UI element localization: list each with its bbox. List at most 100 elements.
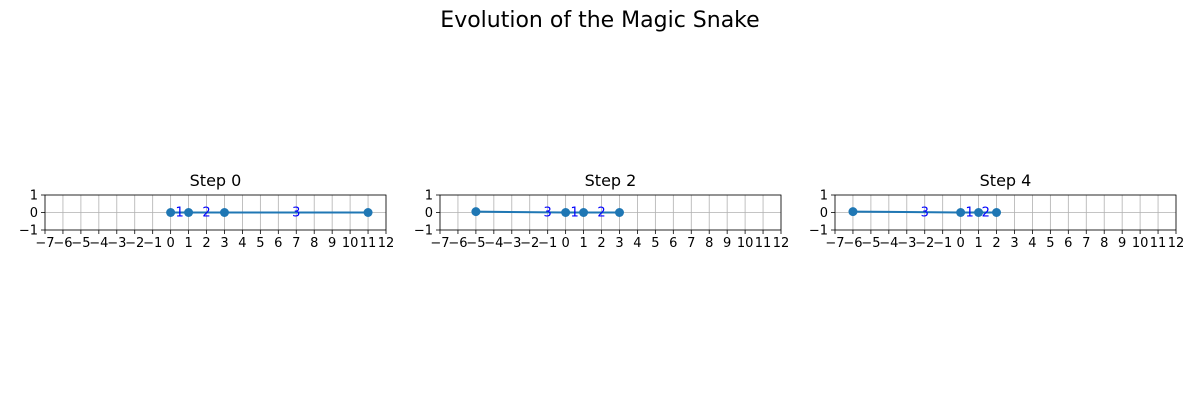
x-tick-label: −7 — [825, 236, 844, 251]
x-tick-label: 3 — [1010, 236, 1018, 251]
subplot-2: Step 4−7−6−5−4−3−2−1 0 1 2 3 4 5 6 7 8 9 10 11 12−101… — [809, 171, 1184, 251]
segment-label: 1 — [965, 206, 973, 221]
x-tick-label: 4 — [633, 236, 641, 251]
x-tick-label: 2 — [992, 236, 1000, 251]
segment-label: 1 — [175, 206, 183, 221]
segment-label: 1 — [570, 206, 578, 221]
x-tick-label: −6 — [53, 236, 72, 251]
x-tick-label: −5 — [466, 236, 485, 251]
snake-point — [614, 208, 624, 217]
x-tick-label: 2 — [202, 236, 210, 251]
x-tick-label: −7 — [35, 236, 54, 251]
x-tick-label: 9 — [328, 236, 336, 251]
y-tick-label: −1 — [809, 224, 828, 239]
segment-label: 2 — [597, 206, 605, 221]
x-tick-label: −1 — [143, 236, 162, 251]
snake-point — [166, 208, 176, 217]
x-tick-label: 11 — [360, 236, 377, 251]
x-tick-label: 6 — [1064, 236, 1072, 251]
snake-point — [184, 208, 194, 217]
x-tick-label: 10 — [1132, 236, 1149, 251]
snake-line — [852, 210, 997, 214]
figure-title: Evolution of the Magic Snake — [440, 8, 759, 33]
x-tick-label: 6 — [669, 236, 677, 251]
snake-point — [992, 208, 1002, 217]
x-tick-label: 5 — [1046, 236, 1054, 251]
y-tick-label: 0 — [425, 206, 433, 221]
x-tick-label: 12 — [773, 236, 790, 251]
snake-point — [219, 208, 229, 217]
segment-label: 3 — [921, 206, 929, 221]
snake-point — [956, 208, 966, 217]
x-tick-label: 9 — [723, 236, 731, 251]
snake-point — [974, 208, 984, 217]
x-tick-label: −4 — [484, 236, 503, 251]
x-tick-label: 12 — [378, 236, 395, 251]
x-tick-label: 4 — [1028, 236, 1036, 251]
x-tick-label: −7 — [430, 236, 449, 251]
x-tick-label: −4 — [879, 236, 898, 251]
subplot-1: Step 2−7−6−5−4−3−2−1 0 1 2 3 4 5 6 7 8 9 10 11 12−101… — [414, 171, 789, 251]
y-tick-label: 1 — [425, 189, 433, 204]
x-tick-label: 0 — [561, 236, 569, 251]
x-tick-label: 8 — [310, 236, 318, 251]
axes-frame — [439, 194, 782, 231]
x-tick-label: 5 — [651, 236, 659, 251]
x-tick-label: −1 — [538, 236, 557, 251]
x-tick-label: 1 — [974, 236, 982, 251]
x-tick-label: 7 — [687, 236, 695, 251]
snake-line — [475, 210, 620, 214]
x-tick-label: −2 — [125, 236, 144, 251]
snake-point — [848, 207, 858, 217]
x-tick-label: 1 — [579, 236, 587, 251]
subplot-title: Step 4 — [980, 171, 1032, 190]
x-tick-label: 8 — [705, 236, 713, 251]
x-tick-label: 3 — [615, 236, 623, 251]
y-tick-label: 0 — [30, 206, 38, 221]
y-tick-label: 1 — [30, 189, 38, 204]
y-tick-label: −1 — [414, 224, 433, 239]
y-tick-label: −1 — [19, 224, 38, 239]
subplot-title: Step 2 — [585, 171, 637, 190]
x-tick-label: −2 — [520, 236, 539, 251]
x-tick-label: 10 — [737, 236, 754, 251]
x-tick-label: −2 — [915, 236, 934, 251]
x-tick-label: 11 — [1150, 236, 1167, 251]
y-tick-label: 0 — [820, 206, 828, 221]
snake-point — [579, 208, 589, 217]
subplot-0: Step 0−7−6−5−4−3−2−1 0 1 2 3 4 5 6 7 8 9 10 11 12−101… — [19, 171, 394, 251]
x-tick-label: −5 — [71, 236, 90, 251]
x-tick-label: 0 — [166, 236, 174, 251]
x-tick-label: 3 — [220, 236, 228, 251]
x-tick-label: 9 — [1118, 236, 1126, 251]
x-tick-label: 7 — [292, 236, 300, 251]
x-tick-label: −1 — [933, 236, 952, 251]
x-tick-label: −6 — [448, 236, 467, 251]
x-tick-label: 11 — [755, 236, 772, 251]
x-tick-label: −4 — [89, 236, 108, 251]
snake-point — [363, 208, 373, 217]
x-tick-label: 4 — [238, 236, 246, 251]
segment-label: 3 — [292, 206, 300, 221]
axes-frame — [834, 194, 1177, 231]
x-tick-label: 1 — [184, 236, 192, 251]
subplot-title: Step 0 — [190, 171, 242, 190]
x-tick-label: 6 — [274, 236, 282, 251]
segment-label: 2 — [202, 206, 210, 221]
snake-point — [471, 207, 481, 217]
segment-label: 3 — [544, 206, 552, 221]
x-tick-label: 12 — [1168, 236, 1185, 251]
segment-label: 2 — [982, 206, 990, 221]
x-tick-label: 0 — [956, 236, 964, 251]
x-tick-label: 5 — [256, 236, 264, 251]
x-tick-label: 10 — [342, 236, 359, 251]
y-tick-label: 1 — [820, 189, 828, 204]
x-tick-label: 2 — [597, 236, 605, 251]
x-tick-label: −3 — [897, 236, 916, 251]
x-tick-label: 8 — [1100, 236, 1108, 251]
snake-point — [561, 208, 571, 217]
x-tick-label: −5 — [861, 236, 880, 251]
x-tick-label: −3 — [502, 236, 521, 251]
